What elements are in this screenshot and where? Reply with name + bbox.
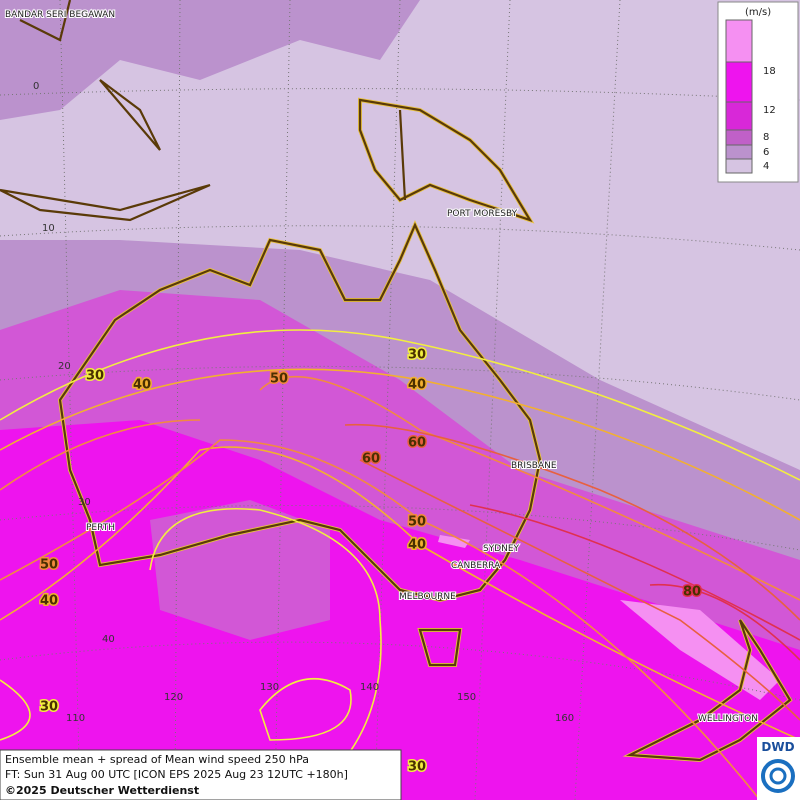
contour-label: 80 bbox=[683, 585, 701, 600]
shade-pink bbox=[150, 500, 330, 640]
contour-label: 40 bbox=[133, 378, 151, 393]
contour-label: 40 bbox=[408, 378, 426, 393]
legend-swatch bbox=[725, 158, 753, 174]
shade-light bbox=[438, 535, 470, 548]
legend: (m/s) 18 12 8 6 4 bbox=[717, 1, 799, 183]
info-text: ©2025 Deutscher Wetterdienst bbox=[5, 784, 199, 797]
contour-60 bbox=[344, 423, 800, 721]
info-text: Ensemble mean + spread of Mean wind spee… bbox=[5, 753, 309, 766]
legend-label: 4 bbox=[763, 161, 769, 172]
lat-line bbox=[0, 504, 800, 551]
city-label: MELBOURNE bbox=[399, 592, 456, 602]
legend-label: 12 bbox=[763, 105, 776, 116]
lat-label: 20 bbox=[58, 361, 71, 372]
contour-50 bbox=[0, 375, 800, 800]
legend-swatch bbox=[725, 61, 753, 103]
shade-mid bbox=[0, 0, 420, 120]
lat-label: 40 bbox=[102, 634, 115, 645]
legend-label: 18 bbox=[763, 66, 776, 77]
legend-label: 8 bbox=[763, 132, 769, 143]
contour-80 bbox=[469, 504, 800, 661]
city-label: SYDNEY bbox=[483, 544, 520, 554]
logo-mark bbox=[769, 767, 787, 785]
contour-label: 60 bbox=[408, 436, 426, 451]
info-panel bbox=[0, 749, 402, 800]
contour-label: 40 bbox=[40, 594, 58, 609]
legend-swatch bbox=[725, 129, 753, 146]
lat-line bbox=[0, 365, 800, 401]
city-label: CANBERRA bbox=[451, 561, 501, 571]
legend-swatch bbox=[725, 101, 753, 131]
contours bbox=[0, 329, 800, 800]
contour-label: 30 bbox=[408, 760, 426, 775]
lat-line bbox=[0, 641, 800, 701]
contour-label: 50 bbox=[408, 515, 426, 530]
info-text: FT: Sun 31 Aug 00 UTC [ICON EPS 2025 Aug… bbox=[5, 768, 348, 781]
lon-label: 160 bbox=[555, 713, 574, 724]
city-label: PERTH bbox=[86, 523, 115, 533]
cities: BANDAR SERI BEGAWAN PORT MORESBY BRISBAN… bbox=[4, 9, 759, 725]
contour-labels: 30 30 30 30 40 40 40 40 50 50 50 60 60 8… bbox=[38, 346, 702, 776]
lon-label: 120 bbox=[164, 692, 183, 703]
contour-30 bbox=[0, 508, 382, 800]
lon-labels: 110 120 130 140 150 160 bbox=[66, 682, 574, 724]
contour-label: 30 bbox=[40, 700, 58, 715]
logo-mark bbox=[761, 759, 795, 793]
contour-label: 60 bbox=[362, 452, 380, 467]
legend-swatch bbox=[725, 19, 753, 63]
legend-swatch bbox=[725, 144, 753, 160]
lat-label: 30 bbox=[78, 497, 91, 508]
city-label: PORT MORESBY bbox=[447, 209, 518, 219]
lat-line bbox=[0, 225, 800, 251]
lon-label: 130 bbox=[260, 682, 279, 693]
contour-30 bbox=[0, 329, 800, 481]
shade-light bbox=[620, 600, 780, 700]
legend-unit: (m/s) bbox=[745, 7, 771, 18]
city-label: BANDAR SERI BEGAWAN bbox=[5, 10, 115, 20]
info-box: Ensemble mean + spread of Mean wind spee… bbox=[0, 749, 402, 800]
legend-label: 6 bbox=[763, 147, 769, 158]
contour-label: 50 bbox=[270, 372, 288, 387]
contour-label: 50 bbox=[40, 558, 58, 573]
logo-text: DWD bbox=[761, 740, 794, 754]
lon-label: 140 bbox=[360, 682, 379, 693]
lon-line bbox=[59, 0, 621, 800]
city-label: BRISBANE bbox=[511, 461, 557, 471]
coastline bbox=[0, 0, 792, 762]
contour-label: 30 bbox=[408, 348, 426, 363]
logo: DWD bbox=[757, 737, 800, 800]
lat-label: 10 bbox=[42, 223, 55, 234]
lon-label: 110 bbox=[66, 713, 85, 724]
lat-line bbox=[0, 88, 800, 101]
contour-label: 40 bbox=[408, 538, 426, 553]
city-label: WELLINGTON bbox=[698, 714, 758, 724]
coastlines bbox=[0, 0, 793, 763]
lon-label: 150 bbox=[457, 692, 476, 703]
lat-label: 0 bbox=[33, 81, 39, 92]
contour-label: 30 bbox=[86, 369, 104, 384]
lat-labels: 0 10 20 30 40 bbox=[33, 81, 115, 645]
